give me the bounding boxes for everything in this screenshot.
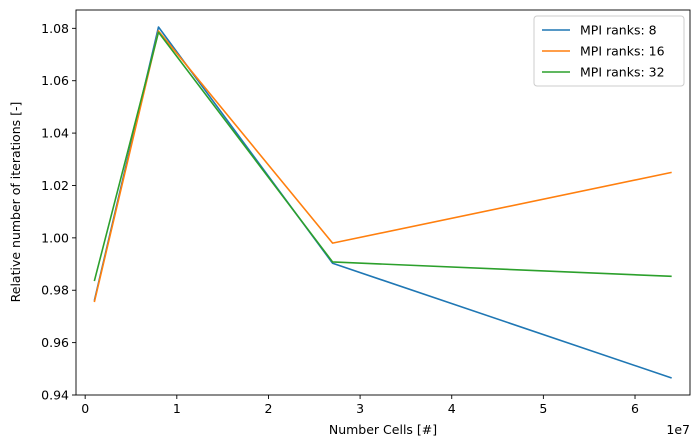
x-tick-label: 5 [539, 401, 547, 416]
x-tick-label: 3 [356, 401, 364, 416]
y-tick-label: 1.04 [41, 126, 69, 141]
y-tick-label: 1.00 [41, 230, 69, 245]
legend: MPI ranks: 8 MPI ranks: 16 MPI ranks: 32 [533, 15, 685, 87]
plot-lines [93, 26, 672, 379]
x-axis-ticks: 0 1 2 3 4 5 6 [81, 395, 639, 416]
x-tick-label: 2 [264, 401, 272, 416]
legend-label: MPI ranks: 8 [580, 23, 657, 38]
x-tick-label: 1 [173, 401, 181, 416]
x-tick-label: 4 [448, 401, 456, 416]
x-axis-offset-label: 1e7 [666, 422, 690, 437]
series-line-3 [93, 31, 672, 282]
legend-label: MPI ranks: 32 [580, 65, 665, 80]
series-line-2 [93, 30, 672, 303]
x-tick-label: 0 [81, 401, 89, 416]
axes-frame [75, 9, 691, 396]
legend-label: MPI ranks: 16 [580, 44, 665, 59]
y-axis-label: Relative number of iterations [-] [8, 102, 23, 303]
x-axis-label: Number Cells [#] [329, 422, 437, 437]
legend-box [533, 15, 685, 87]
y-tick-label: 0.94 [41, 388, 69, 403]
y-tick-label: 0.96 [41, 335, 69, 350]
y-axis-ticks: 0.94 0.96 0.98 1.00 1.02 1.04 1.06 1.08 [41, 21, 76, 403]
y-tick-label: 1.02 [41, 178, 69, 193]
y-tick-label: 1.06 [41, 73, 69, 88]
y-tick-label: 0.98 [41, 283, 69, 298]
y-tick-label: 1.08 [41, 21, 69, 36]
x-tick-label: 6 [631, 401, 639, 416]
